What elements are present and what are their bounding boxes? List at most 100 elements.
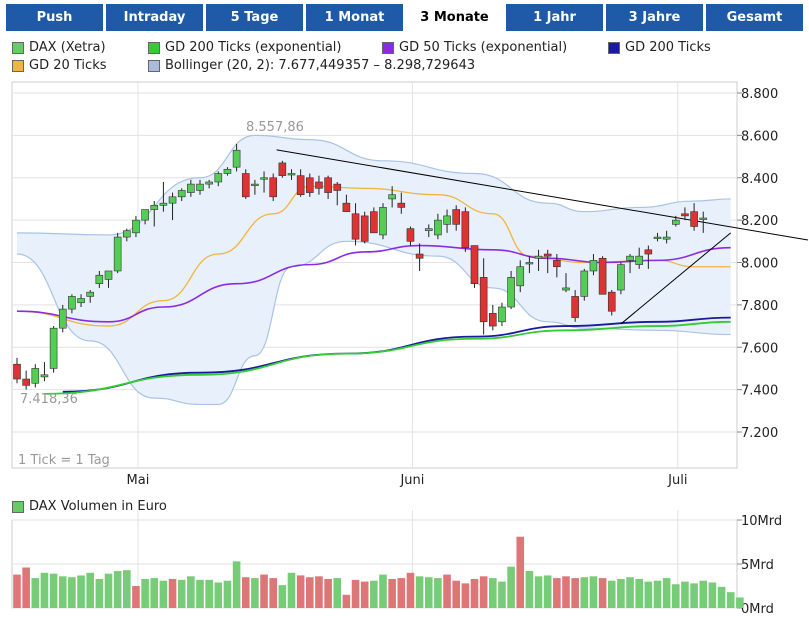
volume-bar <box>333 578 342 608</box>
candle <box>397 192 406 214</box>
volume-bar <box>498 581 506 608</box>
volume-bar <box>379 574 387 608</box>
candle <box>68 294 76 314</box>
volume-bar <box>443 574 451 608</box>
volume-bar <box>269 578 277 608</box>
volume-bar <box>296 575 305 608</box>
volume-bar <box>141 578 149 608</box>
tab-3-monate[interactable]: 3 Monate <box>406 4 503 31</box>
candle <box>498 302 506 327</box>
candle <box>241 169 250 199</box>
candle <box>681 207 689 221</box>
candle <box>479 258 488 335</box>
volume-bar <box>241 577 250 608</box>
volume-bar <box>415 576 424 608</box>
candle <box>49 326 58 373</box>
candle-body <box>177 190 186 198</box>
candle-body <box>507 277 515 308</box>
candle-body <box>379 207 387 236</box>
candle-body <box>424 228 433 232</box>
candle <box>333 181 342 206</box>
candle <box>269 173 278 202</box>
candle <box>296 169 305 197</box>
volume-bar <box>690 583 698 608</box>
y-tick-label: 8.800 <box>741 87 778 102</box>
legend-swatch <box>12 500 24 513</box>
volume-bar <box>507 566 515 608</box>
candle-body <box>324 177 332 193</box>
candle-body <box>607 291 616 312</box>
legend-label: DAX Volumen in Euro <box>29 499 167 514</box>
candle-body <box>251 183 259 186</box>
candle-body <box>635 255 644 265</box>
legend-swatch <box>608 41 620 54</box>
candle <box>324 175 332 199</box>
volume-bar <box>525 571 534 608</box>
candle-body <box>571 296 579 318</box>
candle-body <box>461 211 470 248</box>
candle <box>388 186 396 208</box>
candle-body <box>653 236 662 239</box>
volume-bar <box>177 579 186 608</box>
candle <box>379 203 387 240</box>
candle <box>589 254 598 276</box>
volume-bar <box>370 580 378 608</box>
candle-body <box>77 298 85 304</box>
volume-bar <box>31 578 40 608</box>
candle-body <box>196 183 204 191</box>
candle-body <box>406 228 415 242</box>
candle-body <box>31 368 40 384</box>
candle <box>543 249 552 274</box>
tab-5-tage[interactable]: 5 Tage <box>206 4 303 31</box>
candle-body <box>644 249 653 255</box>
candle-body <box>662 236 671 240</box>
volume-bar <box>708 582 717 608</box>
candle-body <box>13 363 21 380</box>
volume-bar <box>187 576 195 608</box>
tab-gesamt[interactable]: Gesamt <box>706 4 803 31</box>
volume-bar <box>95 578 104 608</box>
candle <box>159 181 168 212</box>
y-tick-label: 7.400 <box>741 384 778 399</box>
volume-bar <box>86 572 94 608</box>
y-tick-label: 7.600 <box>741 341 778 356</box>
volume-bar <box>49 573 58 608</box>
candle <box>626 254 634 274</box>
legend-swatch <box>148 41 160 54</box>
legend-swatch <box>12 59 24 72</box>
volume-bar <box>726 592 735 608</box>
volume-bar <box>672 584 680 608</box>
candle-body <box>232 149 241 168</box>
candle <box>232 143 241 172</box>
volume-bar <box>388 578 396 608</box>
candle-body <box>626 255 634 261</box>
legend-item-gd20: GD 20 Ticks <box>12 58 107 73</box>
gd200-line <box>62 316 731 393</box>
candle <box>598 256 607 295</box>
candle <box>370 207 378 234</box>
volume-bar <box>607 580 616 608</box>
candle-body <box>241 173 250 198</box>
candle <box>360 211 369 244</box>
candle-body <box>104 270 113 280</box>
candle-body <box>333 183 342 191</box>
candle-body <box>681 213 689 217</box>
legend-label: Bollinger (20, 2): 7.677,449357 – 8.298,… <box>165 58 476 73</box>
tab-intraday[interactable]: Intraday <box>106 4 203 31</box>
tab-1-jahr[interactable]: 1 Jahr <box>506 4 603 31</box>
tab-1-monat[interactable]: 1 Monat <box>306 4 403 31</box>
tab-push[interactable]: Push <box>6 4 103 31</box>
volume-bar <box>232 561 241 608</box>
candle-body <box>168 196 177 204</box>
candle-body <box>617 264 625 291</box>
candle <box>434 213 442 240</box>
volume-bar <box>214 582 223 608</box>
candle-body <box>516 266 525 287</box>
candle <box>342 194 351 212</box>
candle <box>150 201 159 227</box>
candle-body <box>223 168 232 174</box>
volume-y-tick-label: 10Mrd <box>741 514 782 529</box>
candle-body <box>434 219 442 236</box>
tab-3-jahre[interactable]: 3 Jahre <box>606 4 703 31</box>
volume-bar <box>516 536 525 608</box>
